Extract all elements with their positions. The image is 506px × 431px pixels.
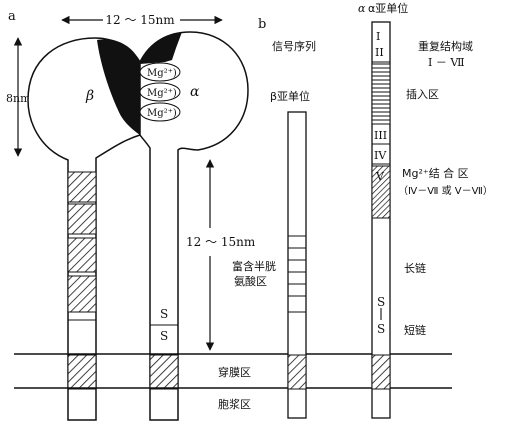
- beta-linear-bar: [287, 111, 307, 419]
- alpha-subunit-shape: [139, 31, 249, 421]
- stem-length-dimension: 12 ～ 15nm: [186, 159, 256, 351]
- long-chain-label: 长链: [404, 261, 426, 275]
- alpha-disulfide-bond: S S: [150, 307, 178, 343]
- alpha-subunit-symbol: α: [358, 2, 366, 15]
- height-dimension: 8nm: [6, 37, 31, 157]
- cytoplasm-label: 胞浆区: [218, 397, 251, 411]
- mg-ion-2-label: Mg²⁺): [147, 88, 177, 99]
- ss-a-top: S: [160, 307, 168, 321]
- beta-transmembrane-block: [67, 354, 97, 390]
- mg-binding-wedge: [97, 32, 182, 135]
- beta-subunit-label: β亚单位: [270, 89, 310, 103]
- signal-sequence-label: 信号序列: [272, 39, 316, 53]
- alpha-linear-disulfide: S S: [377, 295, 385, 336]
- alpha-label: α: [190, 84, 200, 100]
- cys-rich-label-2: 氨酸区: [234, 274, 267, 288]
- insertion-label: 插入区: [406, 87, 439, 101]
- stem-length-label: 12 ～ 15nm: [186, 235, 256, 249]
- repeat-domain-label-1: 重复结构域: [418, 39, 473, 53]
- alpha-seg-iv: IV: [374, 149, 387, 162]
- repeat-domain-label-2: I － Ⅶ: [428, 56, 465, 69]
- alpha-seg-iii: III: [374, 129, 387, 142]
- alpha-linear-bar: [371, 21, 391, 419]
- height-dimension-label: 8nm: [6, 92, 31, 105]
- transmembrane-label: 穿膜区: [218, 365, 251, 379]
- mg-ion-1: Mg²⁺): [139, 62, 181, 82]
- alpha-subunit-label: α亚单位: [368, 1, 408, 15]
- beta-stem-cys-blocks: [67, 171, 97, 321]
- mg-ion-1-label: Mg²⁺): [147, 68, 177, 79]
- panel-a-label: a: [8, 9, 16, 24]
- mg-ion-3-label: Mg²⁺): [147, 108, 177, 119]
- mg-ion-3: Mg²⁺): [139, 102, 181, 122]
- ss-a-bottom: S: [160, 329, 168, 343]
- cys-rich-label-1: 富含半胱: [232, 259, 276, 273]
- mg-binding-label-1: Mg²⁺结 合 区: [402, 166, 469, 180]
- ss-b-bottom: S: [377, 322, 385, 336]
- alpha-seg-i: I: [376, 30, 380, 43]
- mg-ion-2: Mg²⁺): [139, 82, 181, 102]
- short-chain-label: 短链: [404, 323, 426, 337]
- beta-label: β: [85, 88, 94, 104]
- width-dimension: 12 ～ 15nm: [61, 13, 223, 27]
- panel-b-label: b: [258, 17, 266, 32]
- alpha-transmembrane-block: [149, 354, 179, 390]
- alpha-seg-v: V: [375, 170, 385, 183]
- ss-b-top: S: [377, 295, 385, 309]
- alpha-seg-ii: II: [375, 46, 384, 59]
- width-dimension-label: 12 ～ 15nm: [105, 13, 175, 27]
- mg-binding-label-2: （Ⅳ－Ⅶ 或 Ⅴ－Ⅶ）: [398, 185, 493, 197]
